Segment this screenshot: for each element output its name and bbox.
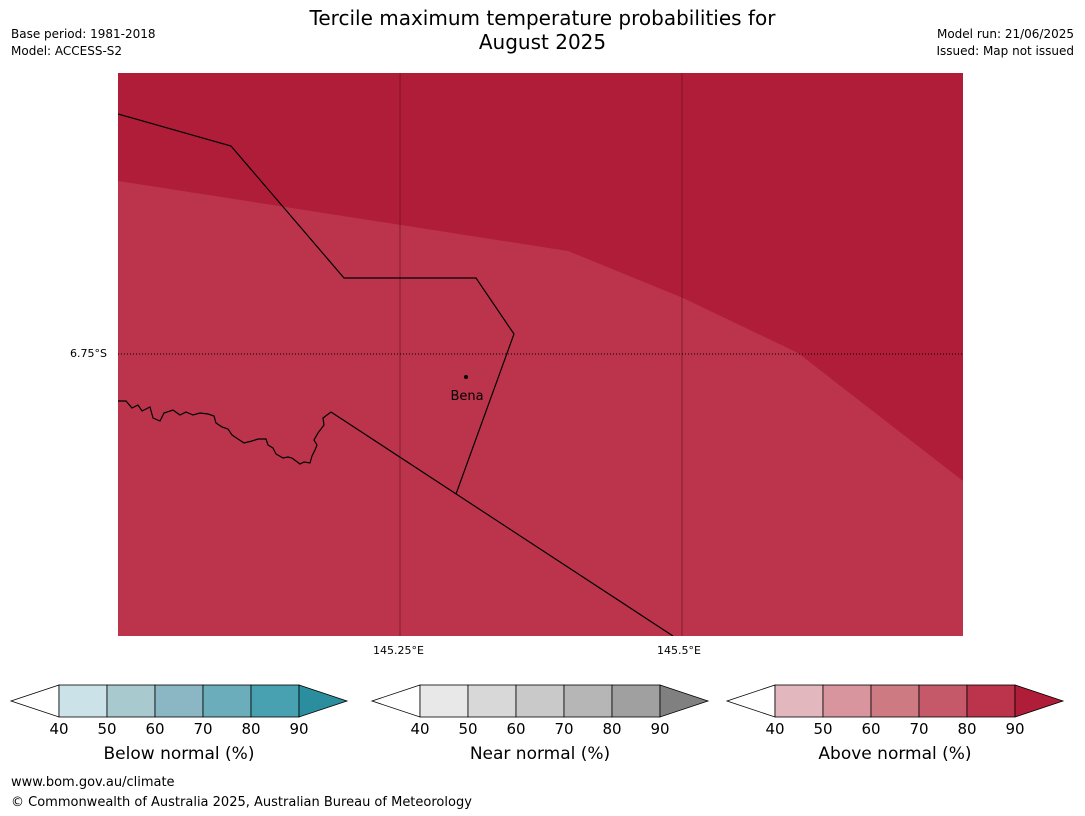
map-title: Tercile maximum temperature probabilitie… (0, 6, 1085, 54)
colorbar-over-triangle (1014, 684, 1065, 718)
colorbar-segment (870, 684, 920, 718)
colorbar-near-normal-title: Near normal (%) (469, 744, 611, 764)
colorbar-tick-label: 70 (554, 720, 574, 738)
colorbar-near-normal-ticks: 40 50 60 70 80 90 (372, 720, 708, 740)
colorbar-tick-label: 70 (909, 720, 929, 738)
colorbar-under-triangle (725, 684, 776, 718)
longitude-label-145-5: 145.5°E (657, 644, 701, 657)
map-svg[interactable]: Bena (118, 73, 963, 636)
colorbar-segment (106, 684, 156, 718)
colorbar-tick-label: 60 (861, 720, 881, 738)
colorbar-tick-label: 80 (602, 720, 622, 738)
province-border-north (118, 113, 515, 495)
colorbar-segment (515, 684, 565, 718)
meta-left: Base period: 1981-2018 Model: ACCESS-S2 (11, 26, 156, 60)
colorbar-tick-label: 40 (765, 720, 785, 738)
colorbar-under-triangle (9, 684, 60, 718)
title-line-2: August 2025 (478, 30, 607, 54)
footer-url[interactable]: www.bom.gov.au/climate (11, 775, 175, 790)
base-period: Base period: 1981-2018 (11, 27, 156, 41)
bena-marker[interactable] (464, 375, 468, 379)
meta-right: Model run: 21/06/2025 Issued: Map not is… (936, 26, 1074, 60)
colorbar-segment (250, 684, 300, 718)
colorbar-tick-label: 40 (49, 720, 69, 738)
colorbar-tick-label: 90 (289, 720, 309, 738)
colorbar-tick-label: 80 (241, 720, 261, 738)
title-line-1: Tercile maximum temperature probabilitie… (309, 6, 776, 30)
colorbar-below-normal-svg (9, 684, 349, 718)
colorbar-tick-label: 80 (957, 720, 977, 738)
colorbar-above-normal-svg (725, 684, 1065, 718)
colorbar-segment (774, 684, 824, 718)
colorbar-tick-label: 90 (650, 720, 670, 738)
colorbar-segment (563, 684, 613, 718)
colorbar-over-triangle (659, 684, 710, 718)
latitude-label: 6.75°S (70, 347, 107, 360)
colorbar-tick-label: 40 (410, 720, 430, 738)
colorbar-above-normal: 40 50 60 70 80 90 Above normal (%) (725, 684, 1065, 764)
colorbar-above-normal-ticks: 40 50 60 70 80 90 (727, 720, 1063, 740)
colorbar-near-normal-svg (370, 684, 710, 718)
colorbar-tick-label: 50 (97, 720, 117, 738)
colorbar-below-normal: 40 50 60 70 80 90 Below normal (%) (9, 684, 349, 764)
coastline-west (118, 400, 332, 465)
colorbar-segment (202, 684, 252, 718)
colorbar-over-triangle (298, 684, 349, 718)
colorbar-tick-label: 60 (506, 720, 526, 738)
footer-copyright: © Commonwealth of Australia 2025, Austra… (11, 795, 472, 810)
bena-label: Bena (450, 389, 483, 404)
model-name: Model: ACCESS-S2 (11, 44, 123, 58)
colorbar-segment (467, 684, 517, 718)
colorbar-segment (154, 684, 204, 718)
colorbar-above-normal-title: Above normal (%) (818, 744, 972, 764)
map-panel[interactable]: Bena (118, 73, 963, 636)
issued-status: Issued: Map not issued (936, 44, 1074, 58)
colorbar-tick-label: 60 (145, 720, 165, 738)
probability-fill-90 (118, 73, 963, 481)
colorbar-segment (966, 684, 1016, 718)
colorbar-tick-label: 70 (193, 720, 213, 738)
colorbar-tick-label: 50 (458, 720, 478, 738)
colorbar-segment (822, 684, 872, 718)
colorbar-below-normal-ticks: 40 50 60 70 80 90 (11, 720, 347, 740)
model-run: Model run: 21/06/2025 (936, 27, 1074, 41)
colorbar-segment (611, 684, 661, 718)
colorbar-tick-label: 50 (813, 720, 833, 738)
colorbar-tick-label: 90 (1005, 720, 1025, 738)
province-border-south (330, 411, 674, 636)
colorbar-segment (58, 684, 108, 718)
colorbar-near-normal: 40 50 60 70 80 90 Near normal (%) (370, 684, 710, 764)
colorbar-segment (419, 684, 469, 718)
longitude-label-145-25: 145.25°E (373, 644, 424, 657)
colorbar-below-normal-title: Below normal (%) (103, 744, 255, 764)
colorbar-segment (918, 684, 968, 718)
colorbar-under-triangle (370, 684, 421, 718)
